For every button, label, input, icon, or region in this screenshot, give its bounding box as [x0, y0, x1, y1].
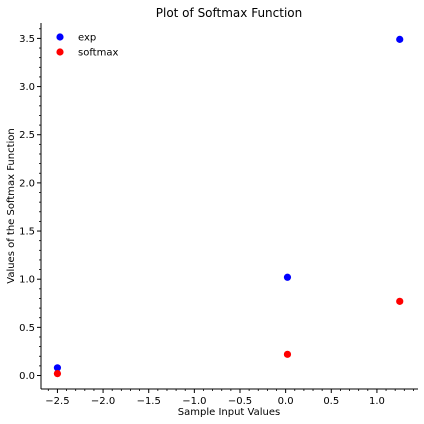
y-axis-label: Values of the Softmax Function [6, 128, 17, 284]
legend-marker-exp [56, 33, 64, 41]
x-tick-label: 0.0 [278, 396, 294, 407]
x-tick-label: −2.0 [91, 396, 115, 407]
exp-point [53, 364, 62, 372]
x-tick-label: 1.0 [369, 396, 385, 407]
plot-axes: −2.5 −2.0 −1.5 −1.0 −0.5 0.0 0.5 1.0 0.0 0.5 1.0 1… [19, 23, 418, 407]
legend-label-softmax: softmax [78, 48, 118, 59]
x-axis-label: Sample Input Values [178, 407, 280, 418]
y-tick-label: 0.5 [19, 323, 35, 334]
minor-ticks [39, 28, 414, 391]
softmax-point [396, 297, 404, 305]
y-tick-label: 2.0 [19, 178, 35, 189]
chart-title: Plot of Softmax Function [156, 6, 303, 20]
y-tick-label: 1.5 [19, 227, 35, 238]
x-ticks: −2.5 −2.0 −1.5 −1.0 −0.5 0.0 0.5 1.0 [45, 389, 385, 407]
x-tick-label: −0.5 [228, 396, 252, 407]
softmax-point [53, 369, 62, 378]
softmax-point [283, 350, 292, 358]
y-tick-label: 1.0 [19, 275, 35, 286]
exp-point [283, 273, 292, 281]
legend-label-exp: exp [78, 33, 96, 44]
legend: exp softmax [56, 33, 118, 59]
x-tick-label: −1.5 [137, 396, 161, 407]
x-tick-label: −2.5 [45, 396, 69, 407]
exp-point [396, 35, 404, 43]
x-tick-label: 0.5 [323, 396, 339, 407]
legend-marker-softmax [56, 48, 64, 56]
y-tick-label: 2.5 [19, 130, 35, 141]
data-points [53, 35, 404, 378]
y-tick-label: 3.0 [19, 82, 35, 93]
x-tick-label: −1.0 [182, 396, 206, 407]
y-ticks: 0.0 0.5 1.0 1.5 2.0 2.5 3.0 3.5 [19, 34, 41, 382]
y-tick-label: 3.5 [19, 34, 35, 45]
y-tick-label: 0.0 [19, 371, 35, 382]
